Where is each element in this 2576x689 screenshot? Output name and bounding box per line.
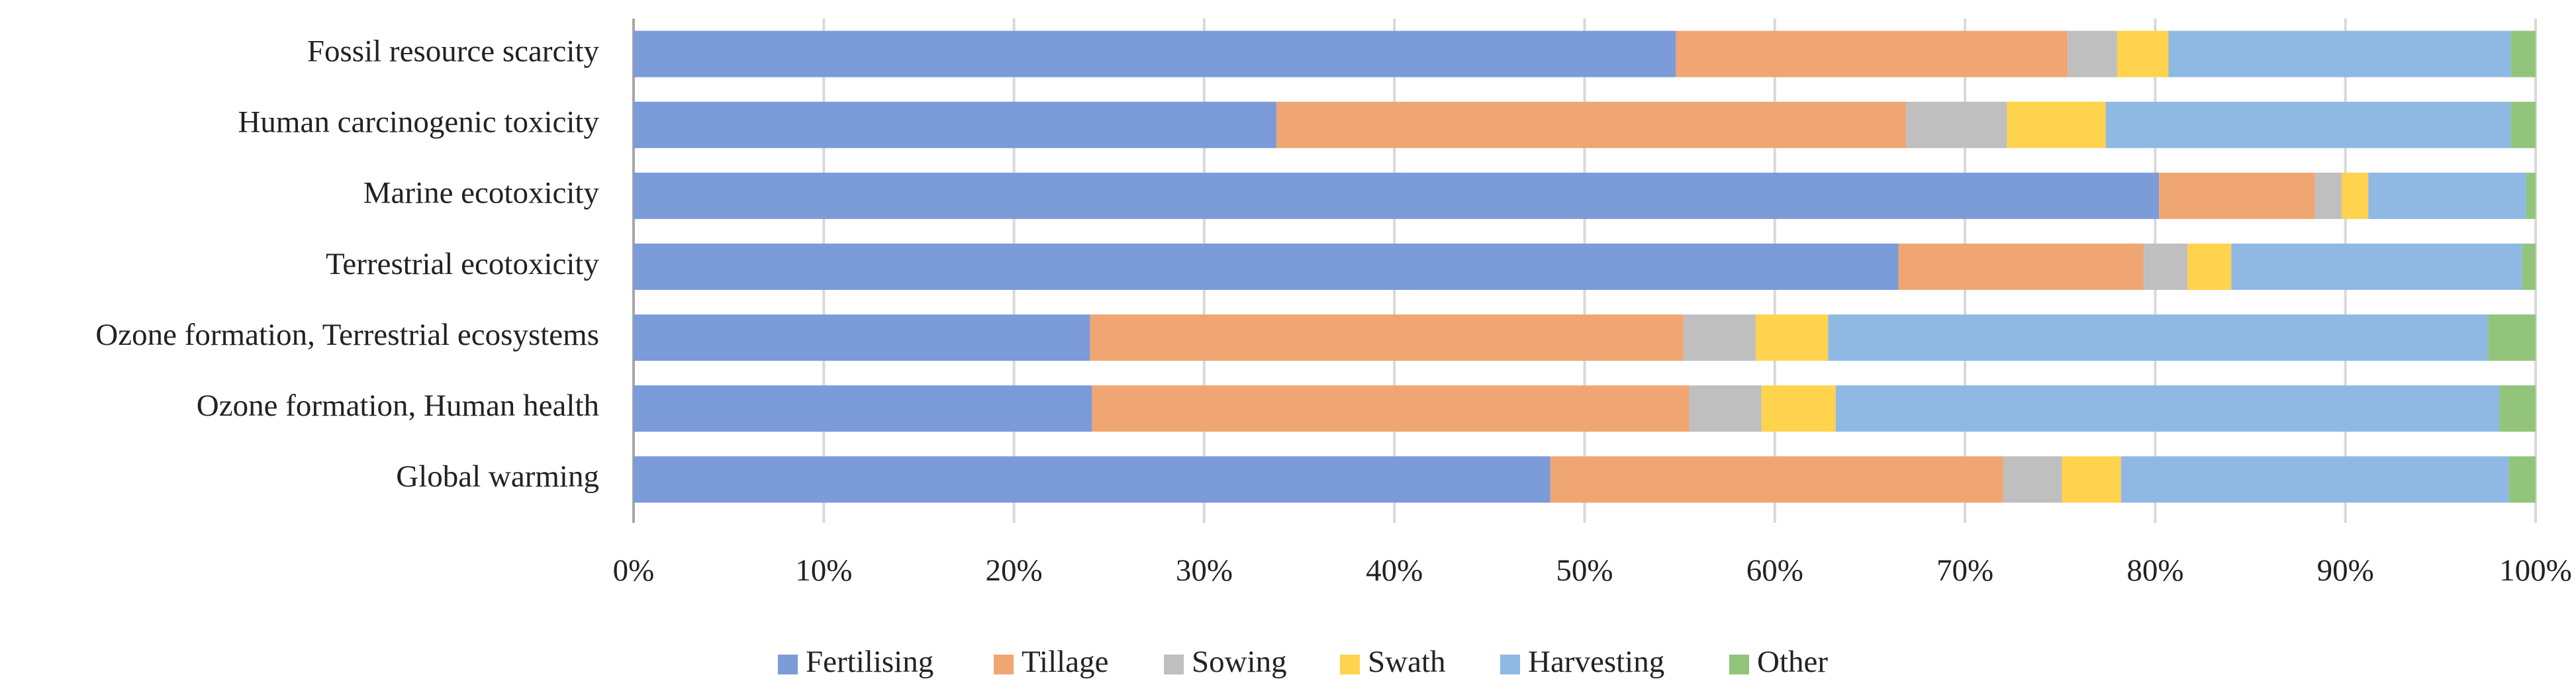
bar-segment (2068, 30, 2117, 77)
legend-label: Tillage (1022, 645, 1108, 679)
x-tick-label: 70% (1936, 553, 1993, 588)
bar-segment (2168, 30, 2511, 77)
bar-segment (1761, 385, 1836, 432)
bar-segment (2062, 456, 2121, 503)
bar-segment (1689, 385, 1762, 432)
x-tick-label: 50% (1556, 553, 1613, 588)
bar-segment (1756, 314, 1829, 361)
bars (634, 30, 2536, 503)
bar-segment (2508, 456, 2536, 503)
labels: 0% 10% 20% 30% 40% 50% 60% 70% 80% 90% 100% Fossil … (95, 34, 2571, 678)
bar-segment (1683, 314, 1756, 361)
bar-segment (634, 172, 2160, 219)
bar-segment (634, 385, 1092, 432)
bar-segment (2510, 101, 2536, 148)
bar-segment (1835, 385, 2500, 432)
y-tick-label: Terrestrial ecotoxicity (326, 247, 599, 281)
legend-swatch (1500, 655, 1520, 674)
y-tick-label: Human carcinogenic toxicity (238, 105, 599, 139)
bar-segment (2368, 172, 2526, 219)
y-tick-label: Global warming (396, 459, 599, 494)
x-tick-label: 30% (1176, 553, 1233, 588)
y-tick-label: Marine ecotoxicity (363, 176, 600, 210)
x-tick-label: 80% (2126, 553, 2183, 588)
x-tick-label: 0% (613, 553, 655, 588)
legend-label: Fertilising (806, 645, 933, 679)
bar-segment (634, 101, 1277, 148)
bar-segment (634, 244, 1899, 290)
bar-segment (2187, 244, 2232, 290)
bar-segment (2144, 244, 2188, 290)
bar-segment (2526, 172, 2536, 219)
bar-segment (2159, 172, 2315, 219)
legend-label: Swath (1368, 645, 1446, 679)
bar-segment (1676, 30, 2068, 77)
bar-segment (1090, 314, 1684, 361)
bar-segment (1898, 244, 2144, 290)
bar-segment (2314, 172, 2342, 219)
bar-segment (634, 30, 1676, 77)
y-tick-label: Fossil resource scarcity (307, 34, 600, 68)
bar-segment (2499, 385, 2536, 432)
legend-swatch (1340, 655, 1360, 674)
bar-segment (2105, 101, 2511, 148)
legend-label: Harvesting (1528, 645, 1664, 679)
legend-label: Other (1757, 645, 1828, 679)
bar-segment (2003, 456, 2062, 503)
bar-segment (634, 456, 1550, 503)
x-tick-label: 40% (1366, 553, 1423, 588)
bar-segment (2007, 101, 2106, 148)
x-tick-label: 10% (795, 553, 852, 588)
y-tick-label: Ozone formation, Human health (197, 389, 599, 423)
bar-segment (2522, 244, 2536, 290)
y-tick-label: Ozone formation, Terrestrial ecosystems (95, 318, 599, 352)
bar-segment (2341, 172, 2369, 219)
bar-segment (1906, 101, 2007, 148)
bar-segment (1276, 101, 1907, 148)
x-tick-label: 90% (2317, 553, 2374, 588)
legend-label: Sowing (1192, 645, 1287, 679)
bar-segment (2488, 314, 2536, 361)
bar-segment (634, 314, 1090, 361)
bar-segment (2121, 456, 2509, 503)
bar-segment (2117, 30, 2169, 77)
x-tick-label: 20% (986, 553, 1043, 588)
bar-segment (2510, 30, 2536, 77)
x-tick-label: 60% (1746, 553, 1803, 588)
legend-swatch (778, 655, 798, 674)
legend-swatch (1164, 655, 1184, 674)
bar-segment (1550, 456, 2003, 503)
x-tick-label: 100% (2499, 553, 2572, 588)
bar-segment (1092, 385, 1690, 432)
legend-swatch (1729, 655, 1749, 674)
bar-segment (1828, 314, 2489, 361)
legend-swatch (994, 655, 1014, 674)
bar-segment (2231, 244, 2522, 290)
